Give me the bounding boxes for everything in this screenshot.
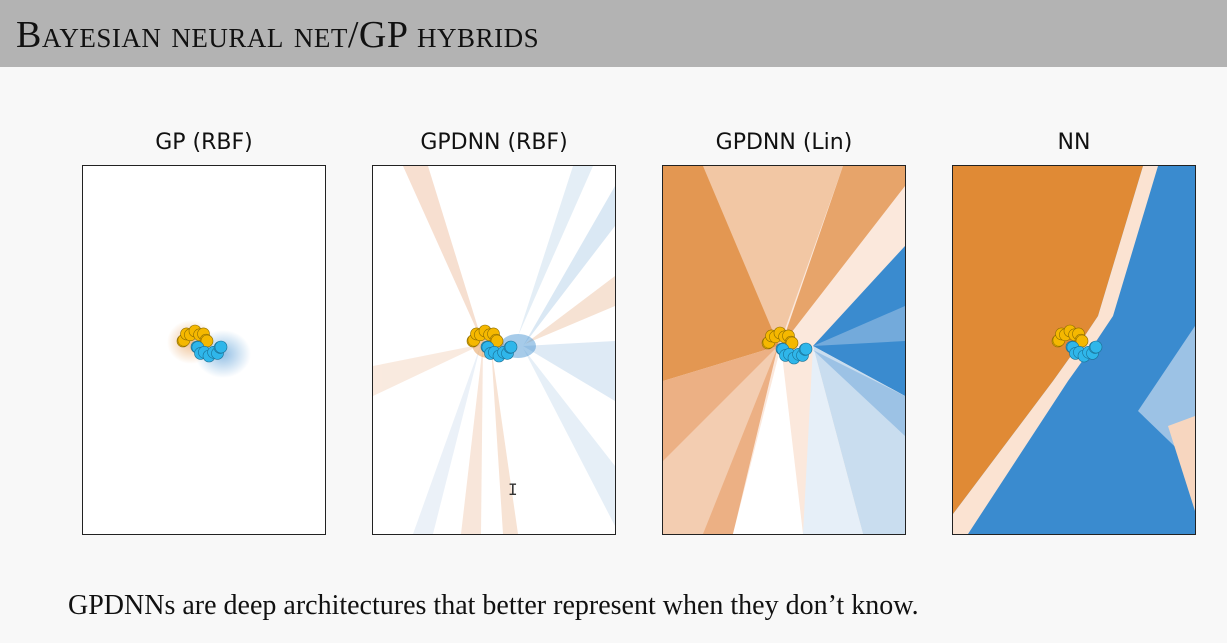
nn-plot (953, 166, 1195, 534)
panel-gpdnn-lin (662, 165, 906, 535)
panel-gpdnn-rbf (372, 165, 616, 535)
panel-title-nn: NN (1057, 130, 1091, 155)
panel-title-gpdnn-lin: GPDNN (Lin) (715, 130, 853, 155)
data-points (1051, 324, 1103, 363)
gp-rbf-plot (83, 166, 325, 534)
data-point-blue-class (799, 342, 813, 356)
slide-header: Bayesian neural net/GP hybrids (0, 0, 1227, 67)
data-points (176, 324, 228, 363)
panel-nn (952, 165, 1196, 535)
data-points (466, 324, 518, 363)
data-point-blue-class (214, 340, 228, 354)
gpdnn-rbf-plot (373, 166, 615, 534)
slide-caption: GPDNNs are deep architectures that bette… (68, 590, 919, 621)
data-points (761, 326, 813, 365)
panel-gp-rbf (82, 165, 326, 535)
data-point-blue-class (1089, 340, 1103, 354)
data-point-blue-class (504, 340, 518, 354)
panel-title-gp-rbf: GP (RBF) (155, 130, 253, 155)
gpdnn-lin-plot (663, 166, 905, 534)
panel-title-gpdnn-rbf: GPDNN (RBF) (420, 130, 568, 155)
cursor-ibeam-icon: I (508, 480, 518, 499)
slide-title: Bayesian neural net/GP hybrids (16, 14, 540, 56)
